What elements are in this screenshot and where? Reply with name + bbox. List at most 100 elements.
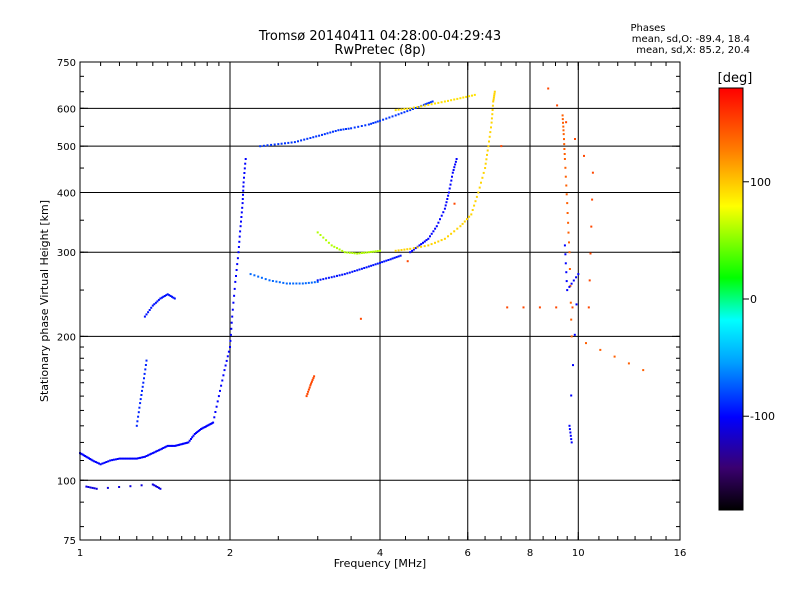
- data-point: [268, 279, 271, 282]
- data-point: [453, 98, 456, 101]
- data-point: [143, 455, 146, 458]
- data-point: [563, 143, 566, 146]
- data-point: [176, 444, 179, 447]
- data-point: [434, 102, 436, 105]
- x-axis-ticks: 1 2 4 6 8 10 16: [77, 62, 686, 559]
- data-point: [443, 237, 446, 240]
- data-point: [134, 457, 137, 460]
- data-point: [364, 124, 367, 127]
- data-point: [280, 142, 283, 145]
- data-point: [409, 107, 412, 110]
- data-point: [172, 296, 175, 299]
- data-point: [334, 130, 337, 132]
- data-point: [493, 90, 496, 93]
- data-point: [333, 245, 336, 248]
- data-point: [243, 176, 245, 179]
- data-point: [409, 251, 412, 254]
- data-point: [573, 333, 576, 336]
- colorbar-ticks: 100 0 -100: [743, 176, 775, 423]
- data-point: [220, 384, 223, 387]
- data-point: [450, 99, 453, 102]
- data-point: [427, 244, 430, 247]
- data-point: [422, 241, 424, 244]
- data-point: [327, 241, 330, 244]
- data-point: [382, 118, 385, 121]
- x-tick-label: 10: [572, 548, 585, 559]
- data-point: [360, 125, 363, 127]
- data-point: [178, 443, 180, 446]
- data-point: [426, 102, 429, 105]
- data-point: [147, 311, 150, 314]
- data-point: [234, 280, 237, 283]
- data-point: [310, 281, 313, 284]
- data-point: [197, 430, 200, 432]
- data-point: [432, 230, 435, 233]
- data-point: [153, 484, 156, 487]
- chart-subtitle: RwPretec (8p): [334, 43, 425, 58]
- data-point: [313, 375, 316, 378]
- data-point: [330, 244, 333, 247]
- data-point: [453, 202, 456, 205]
- data-point: [257, 275, 260, 278]
- data-point: [89, 486, 92, 489]
- data-point: [143, 372, 146, 375]
- data-point: [241, 198, 244, 200]
- data-point: [565, 271, 568, 274]
- data-point: [420, 243, 423, 246]
- data-point: [303, 138, 306, 141]
- data-point: [480, 181, 482, 184]
- data-point: [242, 181, 245, 184]
- data-point: [205, 425, 207, 428]
- data-point: [107, 460, 110, 463]
- data-point: [412, 106, 415, 109]
- data-point: [148, 309, 151, 311]
- data-point: [339, 128, 342, 131]
- data-point: [94, 461, 97, 463]
- data-point: [99, 463, 102, 466]
- data-point: [428, 101, 431, 104]
- data-point: [282, 281, 285, 284]
- data-point: [118, 486, 121, 488]
- data-point: [120, 457, 123, 460]
- data-point: [222, 374, 225, 377]
- data-point: [446, 198, 449, 200]
- data-point: [318, 134, 321, 137]
- x-tick-label: 8: [527, 548, 533, 559]
- data-point: [305, 395, 308, 398]
- data-point: [338, 274, 341, 277]
- data-point: [454, 163, 457, 166]
- data-point: [307, 388, 310, 391]
- data-point: [585, 342, 587, 345]
- data-point: [430, 232, 433, 235]
- data-point: [182, 442, 184, 445]
- data-point: [307, 281, 310, 284]
- x-axis-label: Frequency [MHz]: [334, 557, 426, 570]
- data-point: [201, 427, 204, 430]
- y-tick-label: 400: [57, 188, 76, 199]
- data-point: [330, 276, 333, 279]
- data-point: [231, 315, 234, 318]
- data-point: [290, 141, 293, 144]
- data-point: [399, 254, 402, 257]
- data-point: [157, 298, 160, 301]
- data-point: [568, 428, 571, 431]
- data-point: [183, 442, 186, 445]
- data-point: [423, 245, 426, 248]
- data-point: [437, 240, 440, 243]
- grid-lines: [80, 62, 680, 540]
- data-point: [221, 379, 224, 382]
- data-point: [346, 251, 349, 254]
- data-point: [306, 393, 309, 395]
- y-tick-label: 500: [57, 142, 76, 153]
- data-point: [150, 306, 153, 309]
- data-point: [329, 131, 332, 134]
- data-point: [235, 275, 237, 277]
- data-point: [244, 158, 247, 160]
- data-point: [253, 274, 256, 277]
- data-point: [439, 218, 441, 221]
- data-point: [490, 117, 493, 120]
- data-point: [103, 461, 106, 464]
- data-point: [287, 141, 290, 144]
- data-point: [359, 317, 362, 320]
- data-point: [566, 289, 569, 292]
